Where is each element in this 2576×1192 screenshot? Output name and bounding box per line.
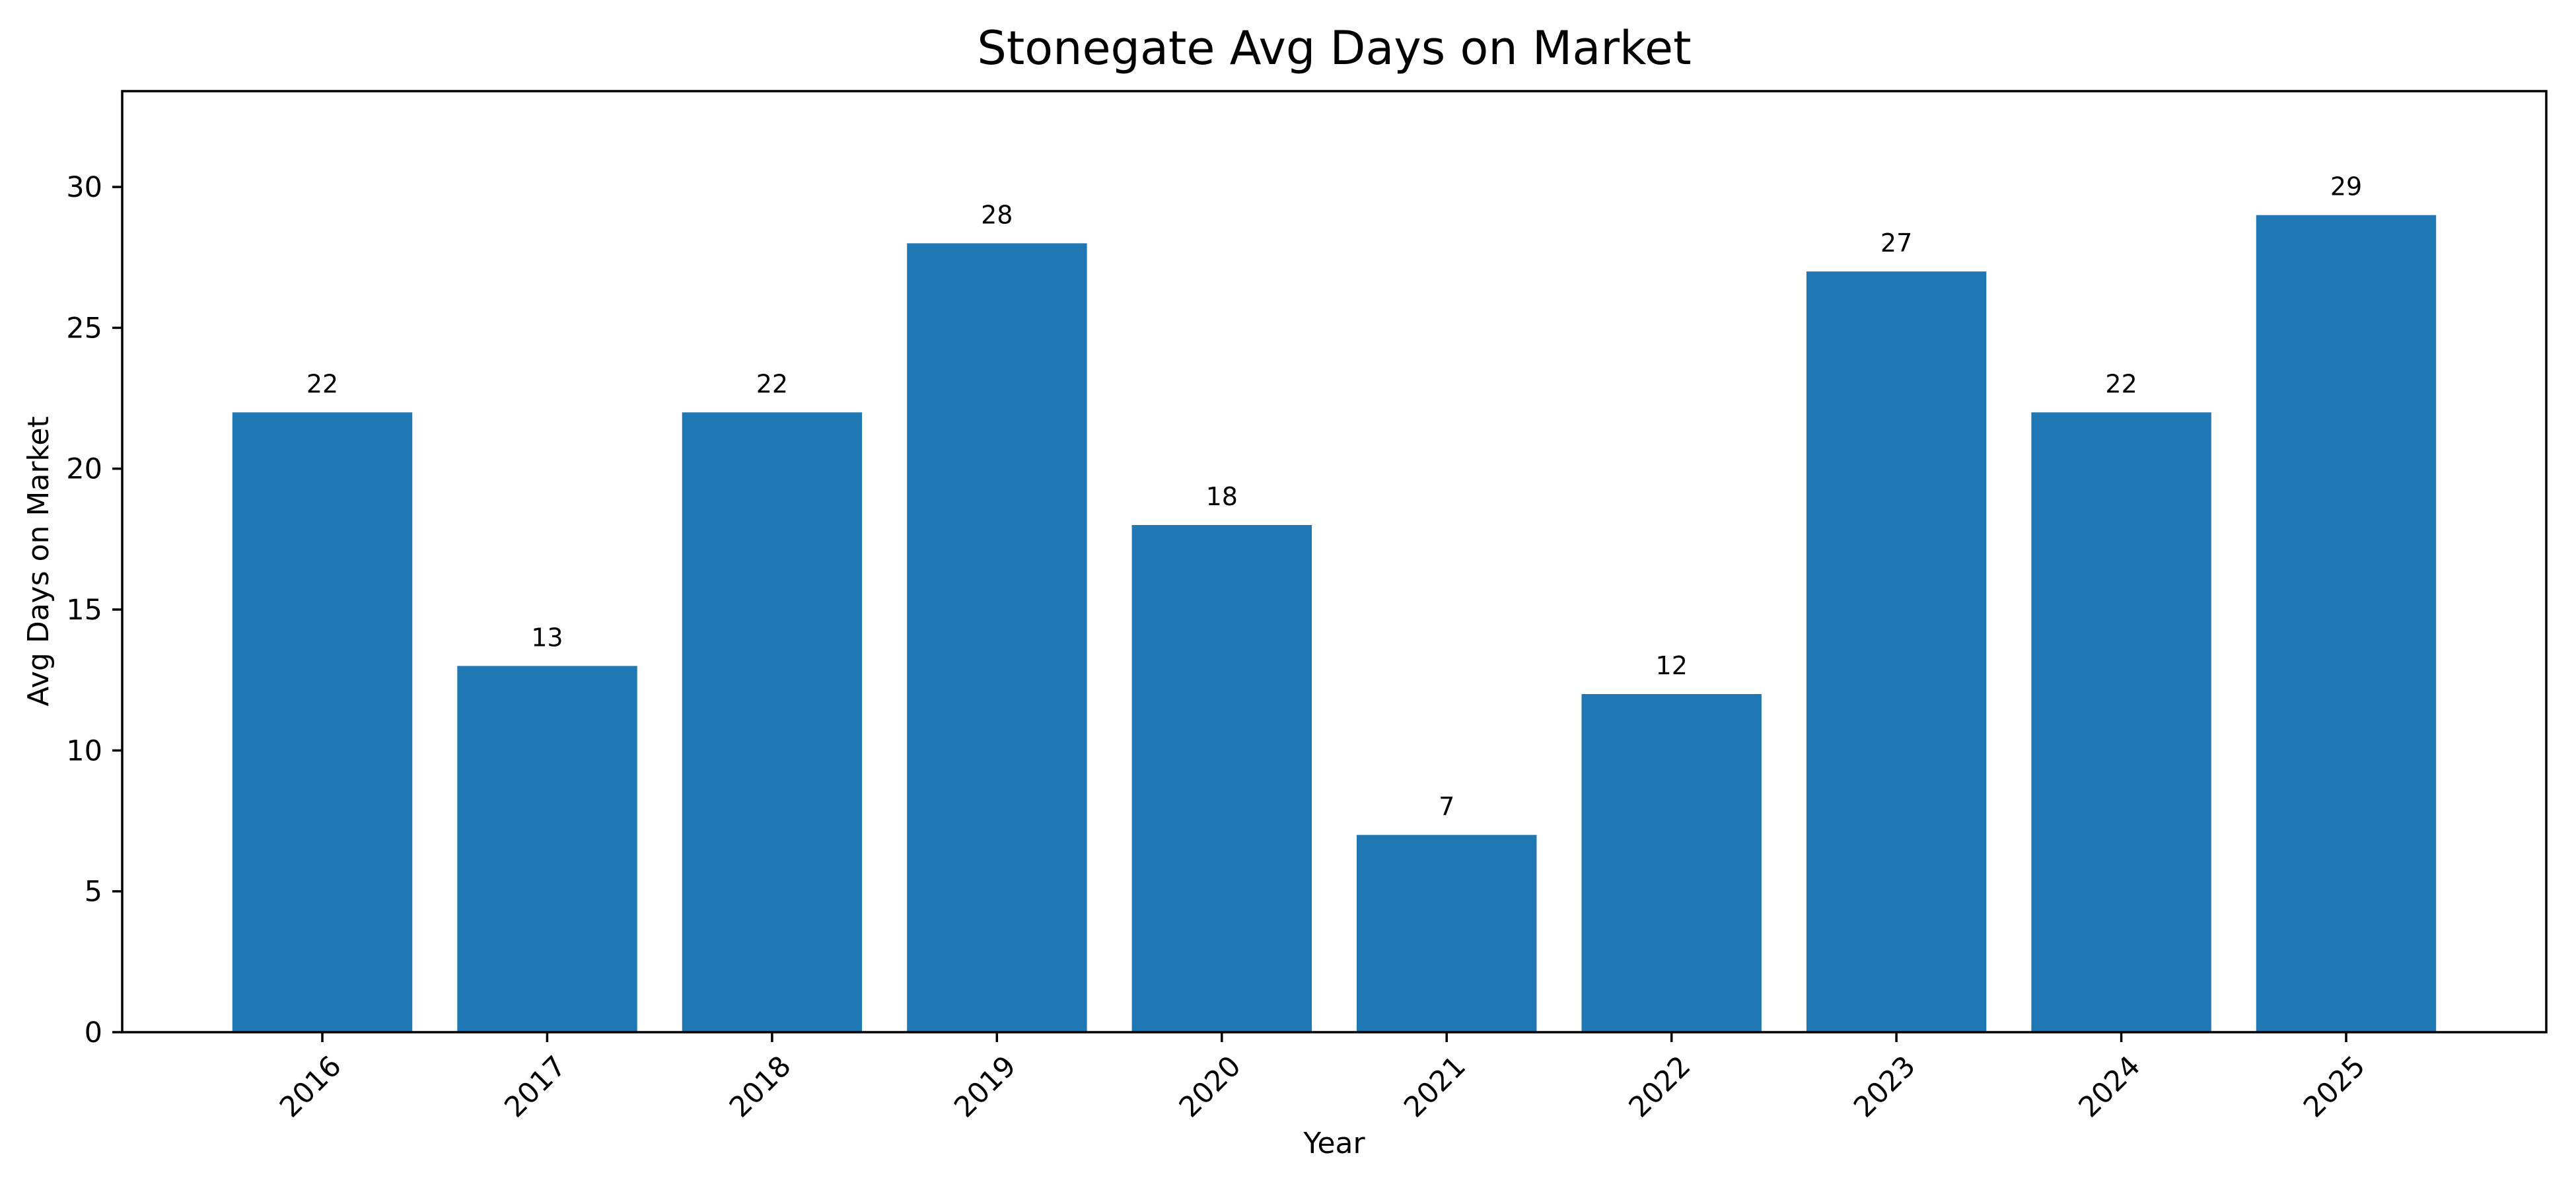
y-tick-label-20: 20 — [66, 453, 102, 486]
x-tick-label-2022: 2022 — [1623, 1049, 1698, 1124]
bar-value-label-2021: 7 — [1439, 792, 1454, 821]
bar-2021 — [1357, 835, 1537, 1032]
x-tick-label-2018: 2018 — [723, 1049, 798, 1124]
bar-2017 — [457, 666, 637, 1032]
y-tick-label-25: 25 — [66, 312, 102, 345]
bar-2018 — [682, 412, 863, 1032]
bar-2025 — [2256, 215, 2437, 1033]
x-tick-label-2025: 2025 — [2297, 1049, 2372, 1124]
bar-value-label-2022: 12 — [1656, 651, 1688, 680]
bar-2016 — [232, 412, 413, 1032]
bar-2022 — [1581, 694, 1762, 1032]
bar-value-label-2017: 13 — [531, 623, 563, 652]
chart-title: Stonegate Avg Days on Market — [977, 21, 1691, 75]
x-tick-label-2017: 2017 — [498, 1049, 573, 1124]
x-tick-label-2016: 2016 — [273, 1049, 348, 1124]
bar-value-label-2019: 28 — [981, 200, 1013, 229]
bar-value-label-2016: 22 — [306, 369, 338, 398]
bar-2020 — [1131, 525, 1312, 1032]
y-tick-label-5: 5 — [85, 876, 102, 909]
x-axis-label: Year — [1303, 1127, 1365, 1160]
x-tick-label-2020: 2020 — [1173, 1049, 1248, 1124]
y-tick-label-10: 10 — [66, 734, 102, 767]
bar-value-label-2025: 29 — [2330, 172, 2362, 201]
bar-value-label-2018: 22 — [756, 369, 788, 398]
y-tick-label-0: 0 — [85, 1016, 102, 1049]
axes-frame — [121, 90, 2548, 1034]
y-tick-label-15: 15 — [66, 594, 102, 627]
bar-2019 — [907, 243, 1087, 1032]
x-tick-label-2024: 2024 — [2073, 1049, 2147, 1124]
y-axis-label: Avg Days on Market — [22, 416, 55, 706]
bar-2024 — [2031, 412, 2211, 1032]
bar-value-label-2020: 18 — [1206, 482, 1238, 511]
bar-value-label-2023: 27 — [1880, 228, 1912, 258]
x-tick-label-2023: 2023 — [1847, 1049, 1922, 1124]
bar-2023 — [1806, 271, 1987, 1033]
x-tick-label-2021: 2021 — [1398, 1049, 1472, 1124]
bar-value-label-2024: 22 — [2105, 369, 2137, 398]
y-tick-label-30: 30 — [66, 171, 102, 204]
x-tick-label-2019: 2019 — [948, 1049, 1022, 1124]
